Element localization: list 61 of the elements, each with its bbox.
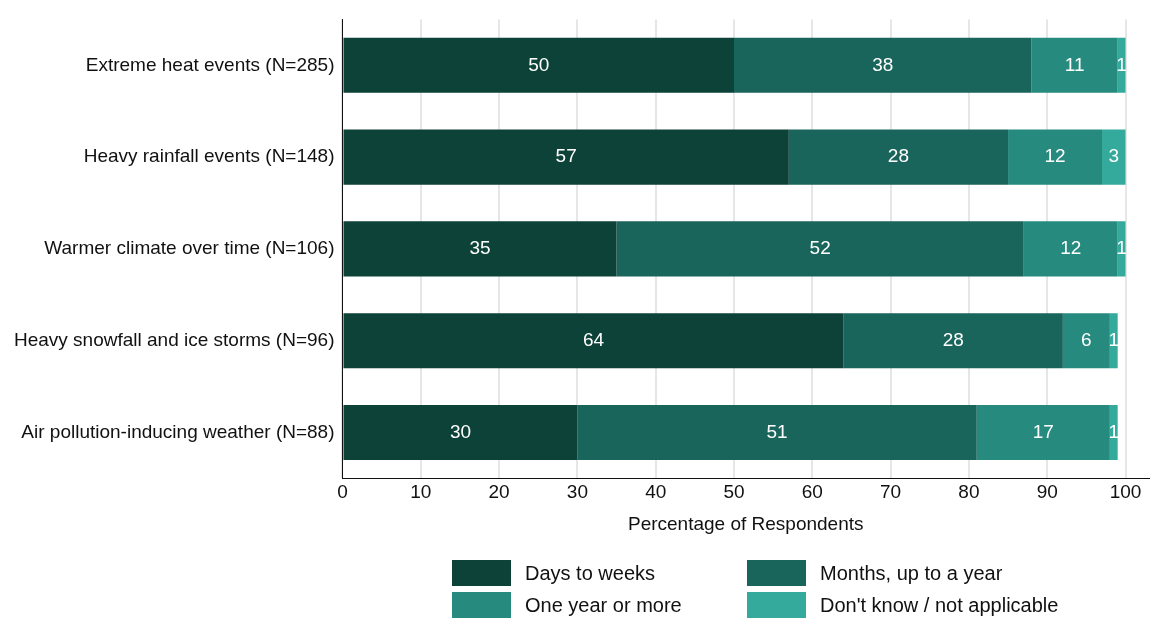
- x-tick-label: 50: [723, 481, 745, 503]
- legend-label: Days to weeks: [525, 561, 656, 585]
- bar: [734, 37, 1032, 93]
- x-tick-label: 70: [880, 481, 902, 503]
- data-label: 1: [1116, 53, 1127, 75]
- data-label: 11: [1064, 53, 1085, 75]
- bar: [1102, 129, 1126, 185]
- bar: [1062, 313, 1110, 369]
- data-label: 38: [872, 53, 894, 75]
- bar: [788, 129, 1009, 185]
- x-tick-label: 30: [566, 481, 588, 503]
- bar: [343, 221, 617, 277]
- bar: [1117, 37, 1126, 93]
- legend-label: One year or more: [525, 593, 682, 617]
- x-tick-label: 20: [488, 481, 510, 503]
- data-label: 1: [1108, 420, 1120, 442]
- data-label: 6: [1081, 328, 1092, 350]
- x-tick-label: 10: [410, 481, 432, 503]
- data-label: 30: [449, 420, 472, 442]
- bar: [343, 313, 844, 369]
- data-label: 1: [1108, 328, 1120, 350]
- data-label: 64: [582, 328, 605, 350]
- bar: [343, 404, 578, 461]
- bar: [616, 221, 1024, 277]
- legend-label: Months, up to a year: [820, 561, 1003, 585]
- bar: [843, 313, 1063, 369]
- data-label: 17: [1032, 420, 1054, 442]
- y-tick-label: Warmer climate over time (N=106): [44, 237, 335, 259]
- x-tick-label: 80: [958, 481, 980, 503]
- bar: [1109, 404, 1118, 461]
- bar: [1023, 221, 1118, 277]
- bar: [1008, 129, 1103, 185]
- data-label: 50: [528, 53, 550, 75]
- bar: [1031, 37, 1118, 93]
- data-label: 35: [469, 237, 491, 259]
- data-label: 57: [555, 145, 577, 167]
- x-tick-label: 90: [1036, 481, 1058, 503]
- bar: [343, 129, 789, 185]
- y-tick-label: Heavy snowfall and ice storms (N=96): [13, 328, 335, 350]
- x-tick-label: 100: [1109, 481, 1142, 503]
- data-label: 28: [887, 145, 909, 167]
- x-axis-title: Percentage of Respondents: [627, 512, 864, 534]
- y-tick-label: Heavy rainfall events (N=148): [83, 145, 335, 167]
- x-tick-label: 60: [801, 481, 823, 503]
- bar: [976, 404, 1110, 461]
- data-label: 52: [809, 237, 831, 259]
- data-label: 12: [1060, 237, 1082, 259]
- data-label: 28: [942, 328, 964, 350]
- data-label: 1: [1116, 237, 1127, 259]
- bar: [1109, 313, 1118, 369]
- data-label: 51: [766, 420, 788, 442]
- data-label: 3: [1108, 145, 1120, 167]
- x-tick-label: 40: [645, 481, 667, 503]
- y-tick-label: Extreme heat events (N=285): [85, 53, 335, 75]
- y-tick-label: Air pollution-inducing weather (N=88): [21, 420, 335, 442]
- bar: [1117, 221, 1126, 277]
- bar: [577, 404, 977, 461]
- legend-label: Don't know / not applicable: [820, 593, 1059, 617]
- x-tick-label: 0: [337, 481, 348, 503]
- data-label: 12: [1044, 145, 1066, 167]
- bar: [343, 37, 734, 93]
